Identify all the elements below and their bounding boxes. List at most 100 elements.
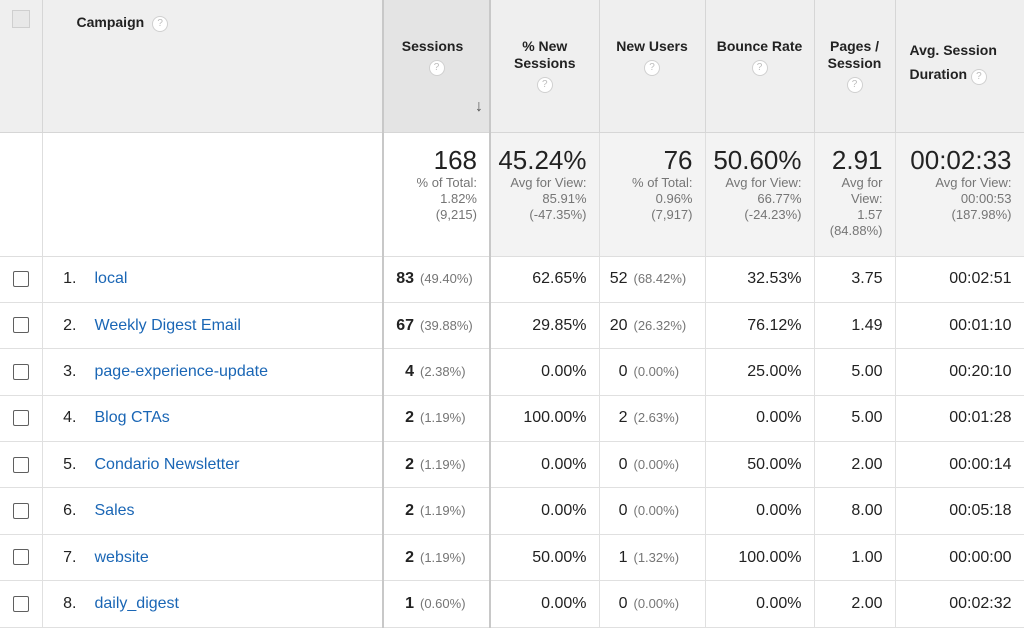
sessions-value: 2: [405, 548, 414, 566]
new-sessions-cell: 0.00%: [490, 441, 600, 489]
row-checkbox-cell: [0, 395, 43, 443]
new-users-value: 2: [618, 409, 628, 427]
avg-duration-column-header[interactable]: Avg. Session Duration ?: [895, 0, 1024, 133]
new-users-percent: (0.00%): [633, 363, 680, 379]
table-row[interactable]: 8. daily_digest 1 (0.60%) 0.00% 0 (0.00%) 0.00%…: [0, 580, 1024, 628]
campaign-link[interactable]: Blog CTAs: [94, 409, 170, 427]
row-checkbox[interactable]: [12, 549, 29, 566]
bounce-rate-cell: 0.00%: [705, 487, 815, 535]
campaign-link[interactable]: Condario Newsletter: [94, 455, 240, 473]
row-checkbox[interactable]: [12, 456, 29, 473]
row-index: 5.: [63, 455, 77, 473]
sessions-column-header[interactable]: Sessions ? ↓: [382, 0, 491, 133]
avg-duration-cell: 00:20:10: [895, 348, 1024, 396]
total-pages-session: 2.91 Avg for View: 1.57 (84.88%): [814, 132, 896, 257]
campaign-column-header[interactable]: Campaign?: [42, 0, 384, 133]
campaign-link[interactable]: page-experience-update: [94, 362, 268, 380]
sessions-cell: 67 (39.88%): [382, 302, 491, 350]
new-users-percent: (26.32%): [633, 317, 687, 333]
pages-session-cell: 2.00: [814, 441, 896, 489]
help-icon[interactable]: ?: [428, 60, 445, 76]
new-users-cell: 0 (0.00%): [599, 487, 706, 535]
row-index: 8.: [63, 594, 77, 612]
pages-session-cell: 1.00: [814, 534, 896, 582]
row-checkbox[interactable]: [12, 363, 29, 380]
table-row[interactable]: 7. website 2 (1.19%) 50.00% 1 (1.32%) 100.00% 1.…: [0, 534, 1024, 582]
pages-session-cell: 3.75: [814, 256, 896, 303]
campaign-header-label: Campaign: [76, 14, 145, 30]
sessions-percent: (0.60%): [420, 595, 466, 611]
help-icon[interactable]: ?: [152, 16, 169, 32]
campaign-link[interactable]: local: [94, 270, 128, 288]
campaign-cell: 1. local: [42, 256, 384, 303]
avg-duration-header-label: Avg. Session Duration ?: [896, 38, 1024, 86]
table-row[interactable]: 1. local 83 (49.40%) 62.65% 52 (68.42%) 32.53% 3…: [0, 256, 1024, 303]
row-checkbox[interactable]: [12, 410, 29, 427]
help-icon[interactable]: ?: [846, 77, 863, 93]
row-index: 6.: [63, 502, 77, 520]
total-bounce-rate: 50.60% Avg for View: 66.77% (-24.23%): [705, 132, 815, 257]
bounce-rate-column-header[interactable]: Bounce Rate ?: [705, 0, 815, 133]
select-all-checkbox[interactable]: [12, 10, 30, 28]
new-sessions-header-label: % New Sessions: [514, 38, 576, 71]
sessions-cell: 2 (1.19%): [382, 534, 491, 582]
new-users-percent: (0.00%): [633, 595, 680, 611]
row-checkbox-cell: [0, 256, 43, 303]
campaign-link[interactable]: Sales: [94, 502, 135, 520]
row-index: 1.: [63, 270, 77, 288]
row-checkbox[interactable]: [12, 317, 29, 334]
table-row[interactable]: 5. Condario Newsletter 2 (1.19%) 0.00% 0 (0.00…: [0, 441, 1024, 489]
new-users-value: 1: [618, 548, 628, 566]
pages-session-column-header[interactable]: Pages / Session ?: [814, 0, 896, 133]
campaign-cell: 6. Sales: [42, 487, 384, 535]
avg-duration-cell: 00:05:18: [895, 487, 1024, 535]
help-icon[interactable]: ?: [536, 77, 553, 93]
new-users-percent: (1.32%): [633, 549, 680, 565]
sessions-percent: (49.40%): [420, 271, 473, 287]
help-icon[interactable]: ?: [644, 60, 660, 76]
row-checkbox[interactable]: [12, 502, 29, 519]
new-users-cell: 52 (68.42%): [599, 256, 706, 303]
campaign-link[interactable]: website: [94, 548, 149, 566]
new-users-column-header[interactable]: New Users ?: [599, 0, 706, 133]
total-new-sessions: 45.24% Avg for View: 85.91% (-47.35%): [490, 132, 600, 257]
campaign-cell: 7. website: [42, 534, 384, 582]
new-users-percent: (2.63%): [633, 410, 680, 426]
new-users-value: 52: [609, 270, 628, 288]
sessions-value: 83: [396, 270, 414, 288]
bounce-rate-cell: 0.00%: [705, 580, 815, 628]
sessions-value: 67: [396, 316, 414, 334]
avg-duration-cell: 00:01:28: [895, 395, 1024, 443]
sessions-percent: (1.19%): [420, 456, 466, 472]
new-sessions-cell: 0.00%: [490, 348, 600, 396]
header-row: Campaign? Sessions ? ↓ % New Sessions ? …: [0, 0, 1024, 133]
sessions-percent: (1.19%): [420, 549, 466, 565]
row-checkbox[interactable]: [12, 270, 29, 287]
row-checkbox-cell: [0, 348, 43, 396]
campaign-cell: 4. Blog CTAs: [42, 395, 384, 443]
campaign-link[interactable]: Weekly Digest Email: [94, 316, 241, 334]
row-checkbox[interactable]: [12, 595, 29, 612]
sessions-cell: 2 (1.19%): [382, 487, 491, 535]
new-users-value: 0: [618, 455, 628, 473]
totals-row: 168 % of Total: 1.82% (9,215) 45.24% Avg…: [0, 132, 1024, 257]
campaign-link[interactable]: daily_digest: [94, 594, 180, 612]
sessions-percent: (39.88%): [420, 317, 473, 333]
help-icon[interactable]: ?: [751, 60, 768, 76]
bounce-rate-cell: 76.12%: [705, 302, 815, 350]
new-users-cell: 1 (1.32%): [599, 534, 706, 582]
table-row[interactable]: 6. Sales 2 (1.19%) 0.00% 0 (0.00%) 0.00% 8.00 00:…: [0, 487, 1024, 535]
help-icon[interactable]: ?: [970, 69, 987, 85]
new-users-cell: 0 (0.00%): [599, 348, 706, 396]
pages-session-cell: 5.00: [814, 348, 896, 396]
table-row[interactable]: 4. Blog CTAs 2 (1.19%) 100.00% 2 (2.63%) 0.00% 5…: [0, 395, 1024, 443]
total-new-users: 76 % of Total: 0.96% (7,917): [599, 132, 706, 257]
new-users-cell: 0 (0.00%): [599, 441, 706, 489]
table-row[interactable]: 3. page-experience-update 4 (2.38%) 0.00% 0 (0…: [0, 348, 1024, 396]
new-sessions-column-header[interactable]: % New Sessions ?: [490, 0, 600, 133]
sessions-percent: (1.19%): [420, 410, 466, 426]
sort-descending-icon[interactable]: ↓: [475, 98, 483, 115]
table-row[interactable]: 2. Weekly Digest Email 67 (39.88%) 29.85% 20 (…: [0, 302, 1024, 350]
select-all-cell: [0, 0, 43, 133]
new-users-cell: 0 (0.00%): [599, 580, 706, 628]
